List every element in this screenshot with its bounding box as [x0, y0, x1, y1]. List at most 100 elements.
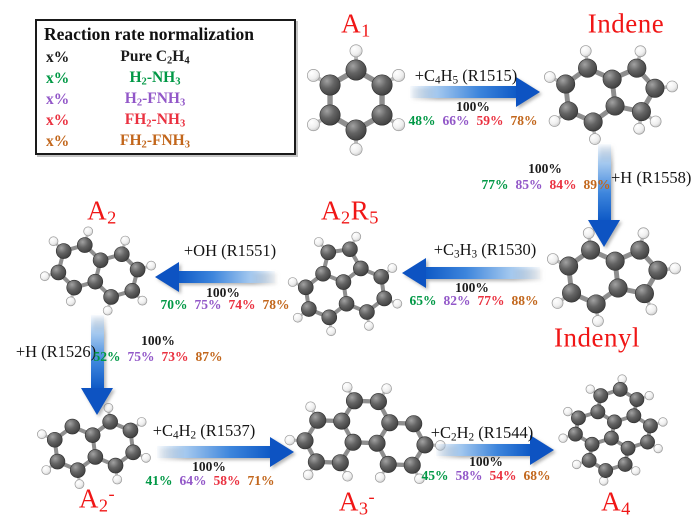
rate-h2-nh3: 77% [481, 177, 509, 192]
arrow-shaft [597, 144, 611, 220]
rate-fh2-nh3: 54% [489, 468, 517, 483]
reaction-label-r1537: +C4H2 (R1537) [152, 421, 256, 442]
legend-condition: Pure C2H4 [120, 48, 190, 67]
arrow-head [516, 77, 540, 107]
molecule-indene [542, 43, 679, 146]
rate-h2-nh3: 70% [160, 297, 188, 312]
rates-r1537: 41% 64% 58% 71% [146, 473, 275, 489]
arrow-a2-to-a2-radical [81, 315, 113, 415]
molecule-indenyl [545, 225, 682, 328]
rates-r1544: 45% 58% 54% 68% [422, 468, 551, 484]
arrow-head [155, 262, 179, 292]
rate-fh2-fnh3: 71% [247, 473, 275, 488]
reaction-label-r1530: +C3H3 (R1530) [433, 240, 537, 261]
base-rate-r1537: 100% [192, 459, 226, 474]
rate-fh2-fnh3: 78% [262, 297, 290, 312]
rate-h2-fnh3: 66% [442, 113, 470, 128]
molecule-benzene [305, 43, 407, 158]
arrow-indene-to-indenyl [588, 144, 620, 247]
species-label-a4: A4 [601, 486, 631, 519]
legend-row-h2-fnh3: x% H2-FNH3 [37, 89, 294, 110]
rate-h2-nh3: 52% [93, 349, 121, 364]
rate-fh2-fnh3: 87% [195, 349, 223, 364]
rate-fh2-nh3: 73% [161, 349, 189, 364]
arrow-head [81, 388, 113, 415]
arrow-shaft [179, 271, 275, 283]
molecule-naphthalene [38, 225, 157, 317]
arrow-a2r5-to-a2 [155, 262, 275, 292]
legend-box: Reaction rate normalization x% Pure C2H4… [35, 19, 296, 155]
legend-condition: FH2-NH3 [124, 111, 186, 130]
arrow-shaft [90, 315, 104, 388]
legend-row-fh2-fnh3: x% FH2-FNH3 [37, 131, 294, 152]
rate-fh2-fnh3: 68% [523, 468, 551, 483]
rates-r1526: 52% 75% 73% 87% [94, 349, 223, 365]
reaction-label-r1558: +H (R1558) [611, 168, 692, 187]
reaction-label-r1526: +H (R1526) [15, 342, 97, 361]
rate-h2-nh3: 48% [408, 113, 436, 128]
base-rate-r1551: 100% [206, 285, 240, 300]
rates-r1515: 48% 66% 59% 78% [409, 113, 538, 129]
arrow-head [588, 220, 620, 247]
base-rate-r1526: 100% [141, 333, 175, 348]
legend-row-fh2-nh3: x% FH2-NH3 [37, 110, 294, 131]
molecule-phenanthryl [283, 380, 448, 485]
species-label-a2-radical: A2- [78, 483, 116, 516]
arrow-a2-radical-to-a3-radical [157, 437, 294, 467]
species-label-a2r5: A2R5 [321, 195, 379, 228]
rate-fh2-fnh3: 78% [510, 113, 538, 128]
rate-fh2-nh3: 59% [476, 113, 504, 128]
rate-fh2-nh3: 58% [213, 473, 241, 488]
legend-condition: FH2-FNH3 [120, 132, 190, 151]
base-rate-r1558: 100% [528, 161, 562, 176]
rates-r1530: 65% 82% 77% 88% [410, 293, 539, 309]
rate-h2-nh3: 45% [421, 468, 449, 483]
reaction-label-r1544: +C2H2 (R1544) [430, 423, 534, 444]
reaction-label-r1551: +OH (R1551) [183, 241, 277, 260]
base-rate-r1530: 100% [455, 280, 489, 295]
legend-row-pure: x% Pure C2H4 [37, 47, 294, 68]
species-label-indenyl: Indenyl [554, 322, 640, 353]
legend-symbol: x% [46, 48, 70, 66]
rate-fh2-fnh3: 88% [511, 293, 539, 308]
molecule-acenaphthylene [286, 230, 404, 338]
rate-h2-fnh3: 58% [455, 468, 483, 483]
arrow-a3-radical-to-a4 [436, 435, 554, 465]
rate-fh2-nh3: 77% [477, 293, 505, 308]
reaction-label-r1515: +C4H5 (R1515) [414, 66, 518, 87]
arrow-indenyl-to-a2r5 [402, 258, 540, 288]
arrow-head [270, 437, 294, 467]
rate-h2-fnh3: 85% [515, 177, 543, 192]
rate-h2-fnh3: 75% [127, 349, 155, 364]
legend-condition: H2-NH3 [129, 69, 181, 88]
species-label-a1: A1 [341, 8, 371, 41]
arrow-head [530, 435, 554, 465]
base-rate-r1515: 100% [456, 99, 490, 114]
legend-symbol: x% [46, 111, 70, 129]
arrow-a1-to-indene [410, 77, 540, 107]
molecule-naphthyl [35, 401, 152, 490]
rate-fh2-nh3: 84% [549, 177, 577, 192]
rate-h2-nh3: 65% [409, 293, 437, 308]
arrow-head [402, 258, 426, 288]
legend-row-h2-nh3: x% H2-NH3 [37, 68, 294, 89]
rates-r1551: 70% 75% 74% 78% [161, 297, 290, 313]
arrow-shaft [426, 267, 540, 279]
species-label-indene: Indene [587, 8, 665, 39]
arrow-shaft [436, 444, 530, 456]
legend-symbol: x% [46, 69, 70, 87]
legend-symbol: x% [46, 132, 70, 150]
legend-symbol: x% [46, 90, 70, 108]
arrow-shaft [157, 446, 270, 458]
rate-fh2-fnh3: 89% [583, 177, 611, 192]
rate-h2-fnh3: 82% [443, 293, 471, 308]
legend-condition: H2-FNH3 [124, 90, 186, 109]
molecule-pyrene [557, 373, 670, 488]
rates-r1558: 77% 85% 84% 89% [482, 177, 611, 193]
legend-title: Reaction rate normalization [44, 24, 254, 44]
rate-h2-fnh3: 64% [179, 473, 207, 488]
base-rate-r1544: 100% [469, 454, 503, 469]
arrow-shaft [410, 86, 516, 98]
species-label-a2: A2 [87, 195, 117, 228]
